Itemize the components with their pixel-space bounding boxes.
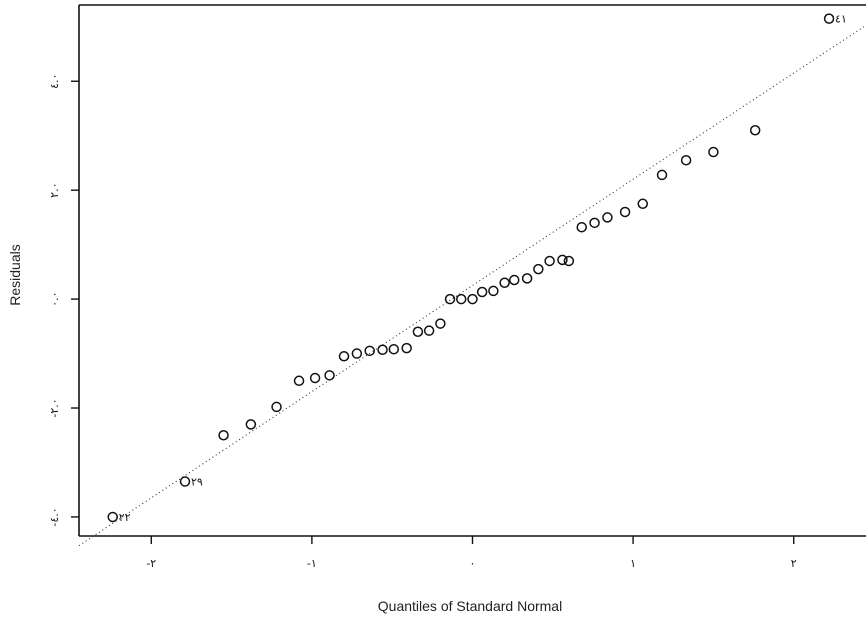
- data-point: [271, 401, 282, 413]
- data-point: [435, 318, 446, 329]
- data-point: [656, 169, 668, 181]
- x-tick-label: ٠: [470, 557, 476, 570]
- data-point: [364, 345, 375, 357]
- y-tick-label: -٤.٠: [48, 507, 61, 526]
- data-point: [680, 154, 692, 166]
- data-point: [488, 285, 499, 297]
- data-point: [467, 293, 478, 305]
- point-label: ٢٢: [119, 511, 131, 524]
- reference-line-layer: [78, 24, 867, 547]
- data-point: [351, 348, 363, 359]
- data-point: [544, 255, 555, 267]
- x-tick-label: ١: [630, 557, 636, 570]
- data-point: [293, 375, 305, 387]
- data-point: [823, 13, 835, 24]
- data-point: [401, 342, 412, 354]
- y-tick-label: ٢.٠: [48, 183, 61, 198]
- data-point: [179, 476, 191, 487]
- data-point: [388, 343, 400, 355]
- data-point: [602, 212, 613, 223]
- data-point: [245, 419, 257, 430]
- data-point: [749, 125, 761, 136]
- point-label: ٢٩: [191, 476, 203, 489]
- data-point: [218, 429, 229, 441]
- y-tick-label: -٢.٠: [48, 398, 61, 417]
- data-point: [637, 198, 648, 210]
- data-point: [619, 206, 631, 218]
- data-point: [456, 293, 467, 305]
- data-point: [309, 372, 321, 384]
- data-point: [377, 344, 388, 355]
- y-ticks: -٤.٠ -٢.٠ ٠.٠ ٢.٠ ٤.٠: [48, 74, 79, 527]
- data-point: [338, 351, 350, 362]
- x-tick-label: ٢: [791, 557, 797, 570]
- reference-line: [78, 24, 867, 547]
- data-point: [589, 217, 600, 229]
- x-axis-title: Quantiles of Standard Normal: [378, 598, 562, 614]
- data-point: [521, 273, 533, 284]
- data-point: [324, 370, 335, 381]
- y-axis-title: Residuals: [7, 244, 23, 305]
- data-point: [509, 274, 520, 286]
- data-point: [107, 511, 118, 523]
- data-point: [576, 221, 587, 233]
- y-tick-label: ٠.٠: [48, 291, 61, 306]
- x-ticks: -٢ -١ ٠ ١ ٢: [146, 536, 797, 570]
- data-point: [557, 254, 568, 266]
- data-point: [444, 293, 456, 305]
- x-tick-label: -٢: [146, 557, 156, 570]
- point-label: ٤١: [835, 13, 847, 26]
- data-points: ٢٢ ٢٩ ٤١: [107, 13, 847, 524]
- data-point: [412, 326, 424, 338]
- data-point: [708, 146, 719, 158]
- x-tick-label: -١: [307, 557, 317, 570]
- y-tick-label: ٤.٠: [48, 74, 61, 89]
- data-point: [563, 255, 575, 267]
- data-point: [533, 263, 544, 275]
- data-point: [499, 277, 510, 289]
- plot-frame: [78, 4, 866, 537]
- data-point: [423, 325, 435, 336]
- data-point: [476, 286, 488, 298]
